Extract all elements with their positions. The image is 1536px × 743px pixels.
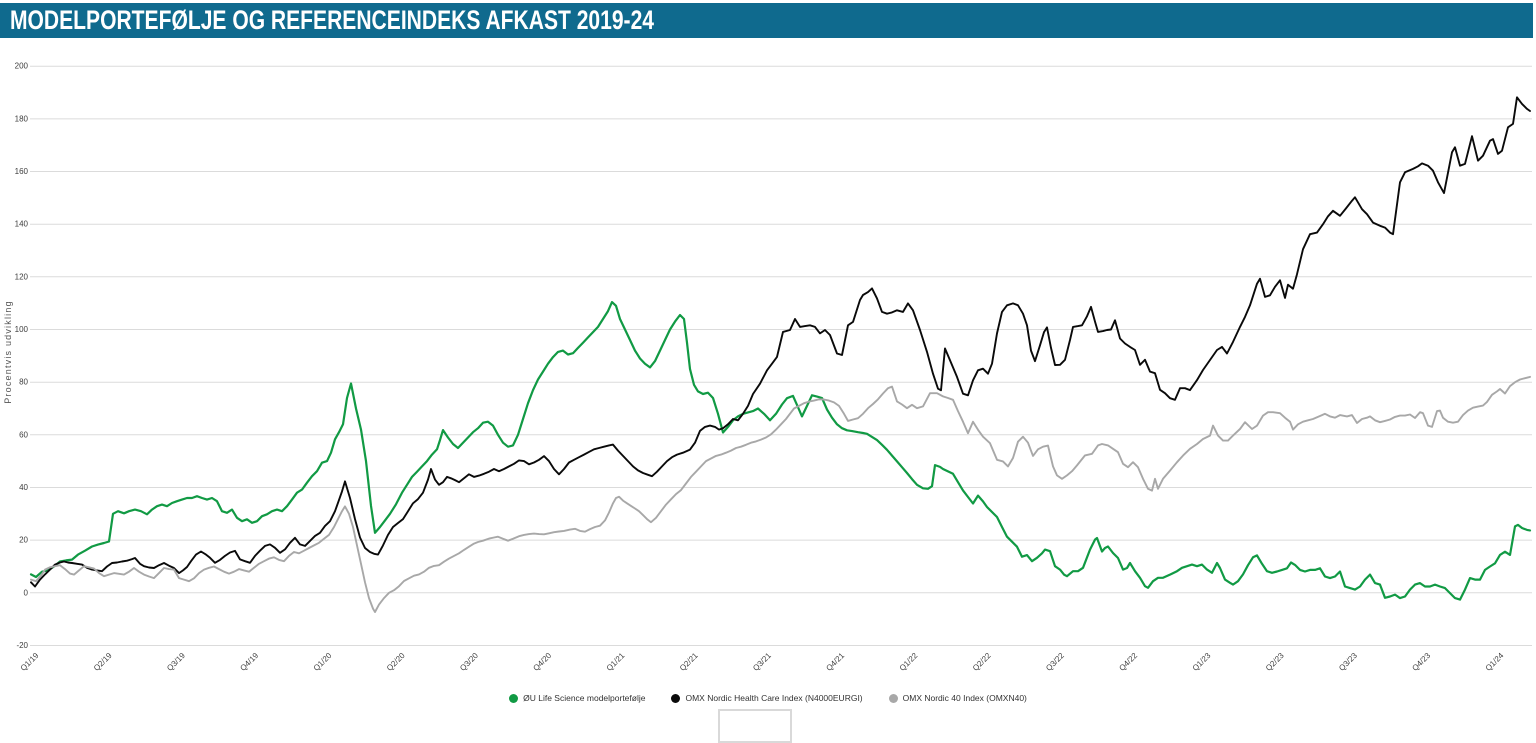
- y-tick-label: 160: [15, 167, 29, 176]
- cutoff-logo-box: [718, 709, 792, 743]
- series-line-portfolio: [29, 301, 1532, 601]
- series-line-nordic40-index: [30, 375, 1531, 613]
- x-tick-label: Q3/21: [751, 651, 773, 673]
- x-tick-label: Q4/21: [824, 651, 846, 673]
- y-tick-label: 0: [24, 588, 29, 597]
- line-chart: 200180160140120100806040200-20Procentvis…: [3, 62, 1532, 673]
- series-line-healthcare-index: [30, 96, 1531, 588]
- x-tick-label: Q1/21: [605, 651, 627, 673]
- legend-label: OMX Nordic 40 Index (OMXN40): [902, 693, 1027, 703]
- x-tick-label: Q2/21: [678, 651, 700, 673]
- x-tick-label: Q4/19: [238, 651, 260, 673]
- legend-label: ØU Life Science modelportefølje: [523, 693, 646, 703]
- title-bar: MODELPORTEFØLJE OG REFERENCEINDEKS AFKAS…: [0, 3, 1533, 38]
- x-tick-label: Q1/24: [1484, 651, 1506, 673]
- y-tick-label: 80: [19, 378, 28, 387]
- x-axis-labels: Q1/19 Q2/19 Q3/19 Q4/19 Q1/20 Q2/20 Q3/20 Q4/20…: [19, 651, 1506, 673]
- x-tick-label: Q1/20: [312, 651, 334, 673]
- gridlines: [30, 65, 1532, 646]
- x-tick-label: Q2/20: [385, 651, 407, 673]
- legend-label: OMX Nordic Health Care Index (N4000EURGI…: [685, 693, 863, 703]
- chart-legend: ØU Life Science modelportefølje OMX Nord…: [0, 693, 1536, 703]
- y-tick-label: 20: [19, 536, 28, 545]
- legend-marker-black: [671, 693, 681, 703]
- legend-item-portfolio: ØU Life Science modelportefølje: [509, 693, 645, 703]
- legend-item-nordic40-index: OMX Nordic 40 Index (OMXN40): [888, 693, 1027, 703]
- chart-area: 200 180 160 140 120 100 80 60 40 20 0 -20 Procentvis…: [0, 38, 1536, 732]
- chart-title: MODELPORTEFØLJE OG REFERENCEINDEKS AFKAS…: [10, 5, 654, 35]
- x-tick-label: Q4/20: [531, 651, 553, 673]
- y-tick-label: 120: [15, 272, 29, 281]
- x-tick-label: Q2/23: [1264, 651, 1286, 673]
- x-tick-label: Q3/22: [1044, 651, 1066, 673]
- legend-marker-gray: [888, 693, 898, 703]
- legend-marker-green: [509, 693, 519, 703]
- y-tick-label: 100: [15, 325, 29, 334]
- x-tick-label: Q3/20: [458, 651, 480, 673]
- legend-item-healthcare-index: OMX Nordic Health Care Index (N4000EURGI…: [671, 693, 863, 703]
- y-tick-label: 60: [19, 430, 28, 439]
- x-tick-label: Q2/22: [971, 651, 993, 673]
- y-tick-label: 180: [15, 114, 29, 123]
- x-tick-label: Q3/23: [1337, 651, 1359, 673]
- x-tick-label: Q1/22: [898, 651, 920, 673]
- x-tick-label: Q4/23: [1410, 651, 1432, 673]
- x-tick-label: Q3/19: [165, 651, 187, 673]
- y-axis-title: Procentvis udvikling: [3, 300, 13, 404]
- y-tick-label: -20: [16, 641, 28, 650]
- y-tick-label: 200: [15, 62, 29, 71]
- x-tick-label: Q4/22: [1117, 651, 1139, 673]
- y-tick-label: 40: [19, 483, 28, 492]
- x-tick-label: Q1/19: [19, 651, 41, 673]
- x-tick-label: Q1/23: [1191, 651, 1213, 673]
- x-tick-label: Q2/19: [92, 651, 114, 673]
- y-tick-label: 140: [15, 220, 29, 229]
